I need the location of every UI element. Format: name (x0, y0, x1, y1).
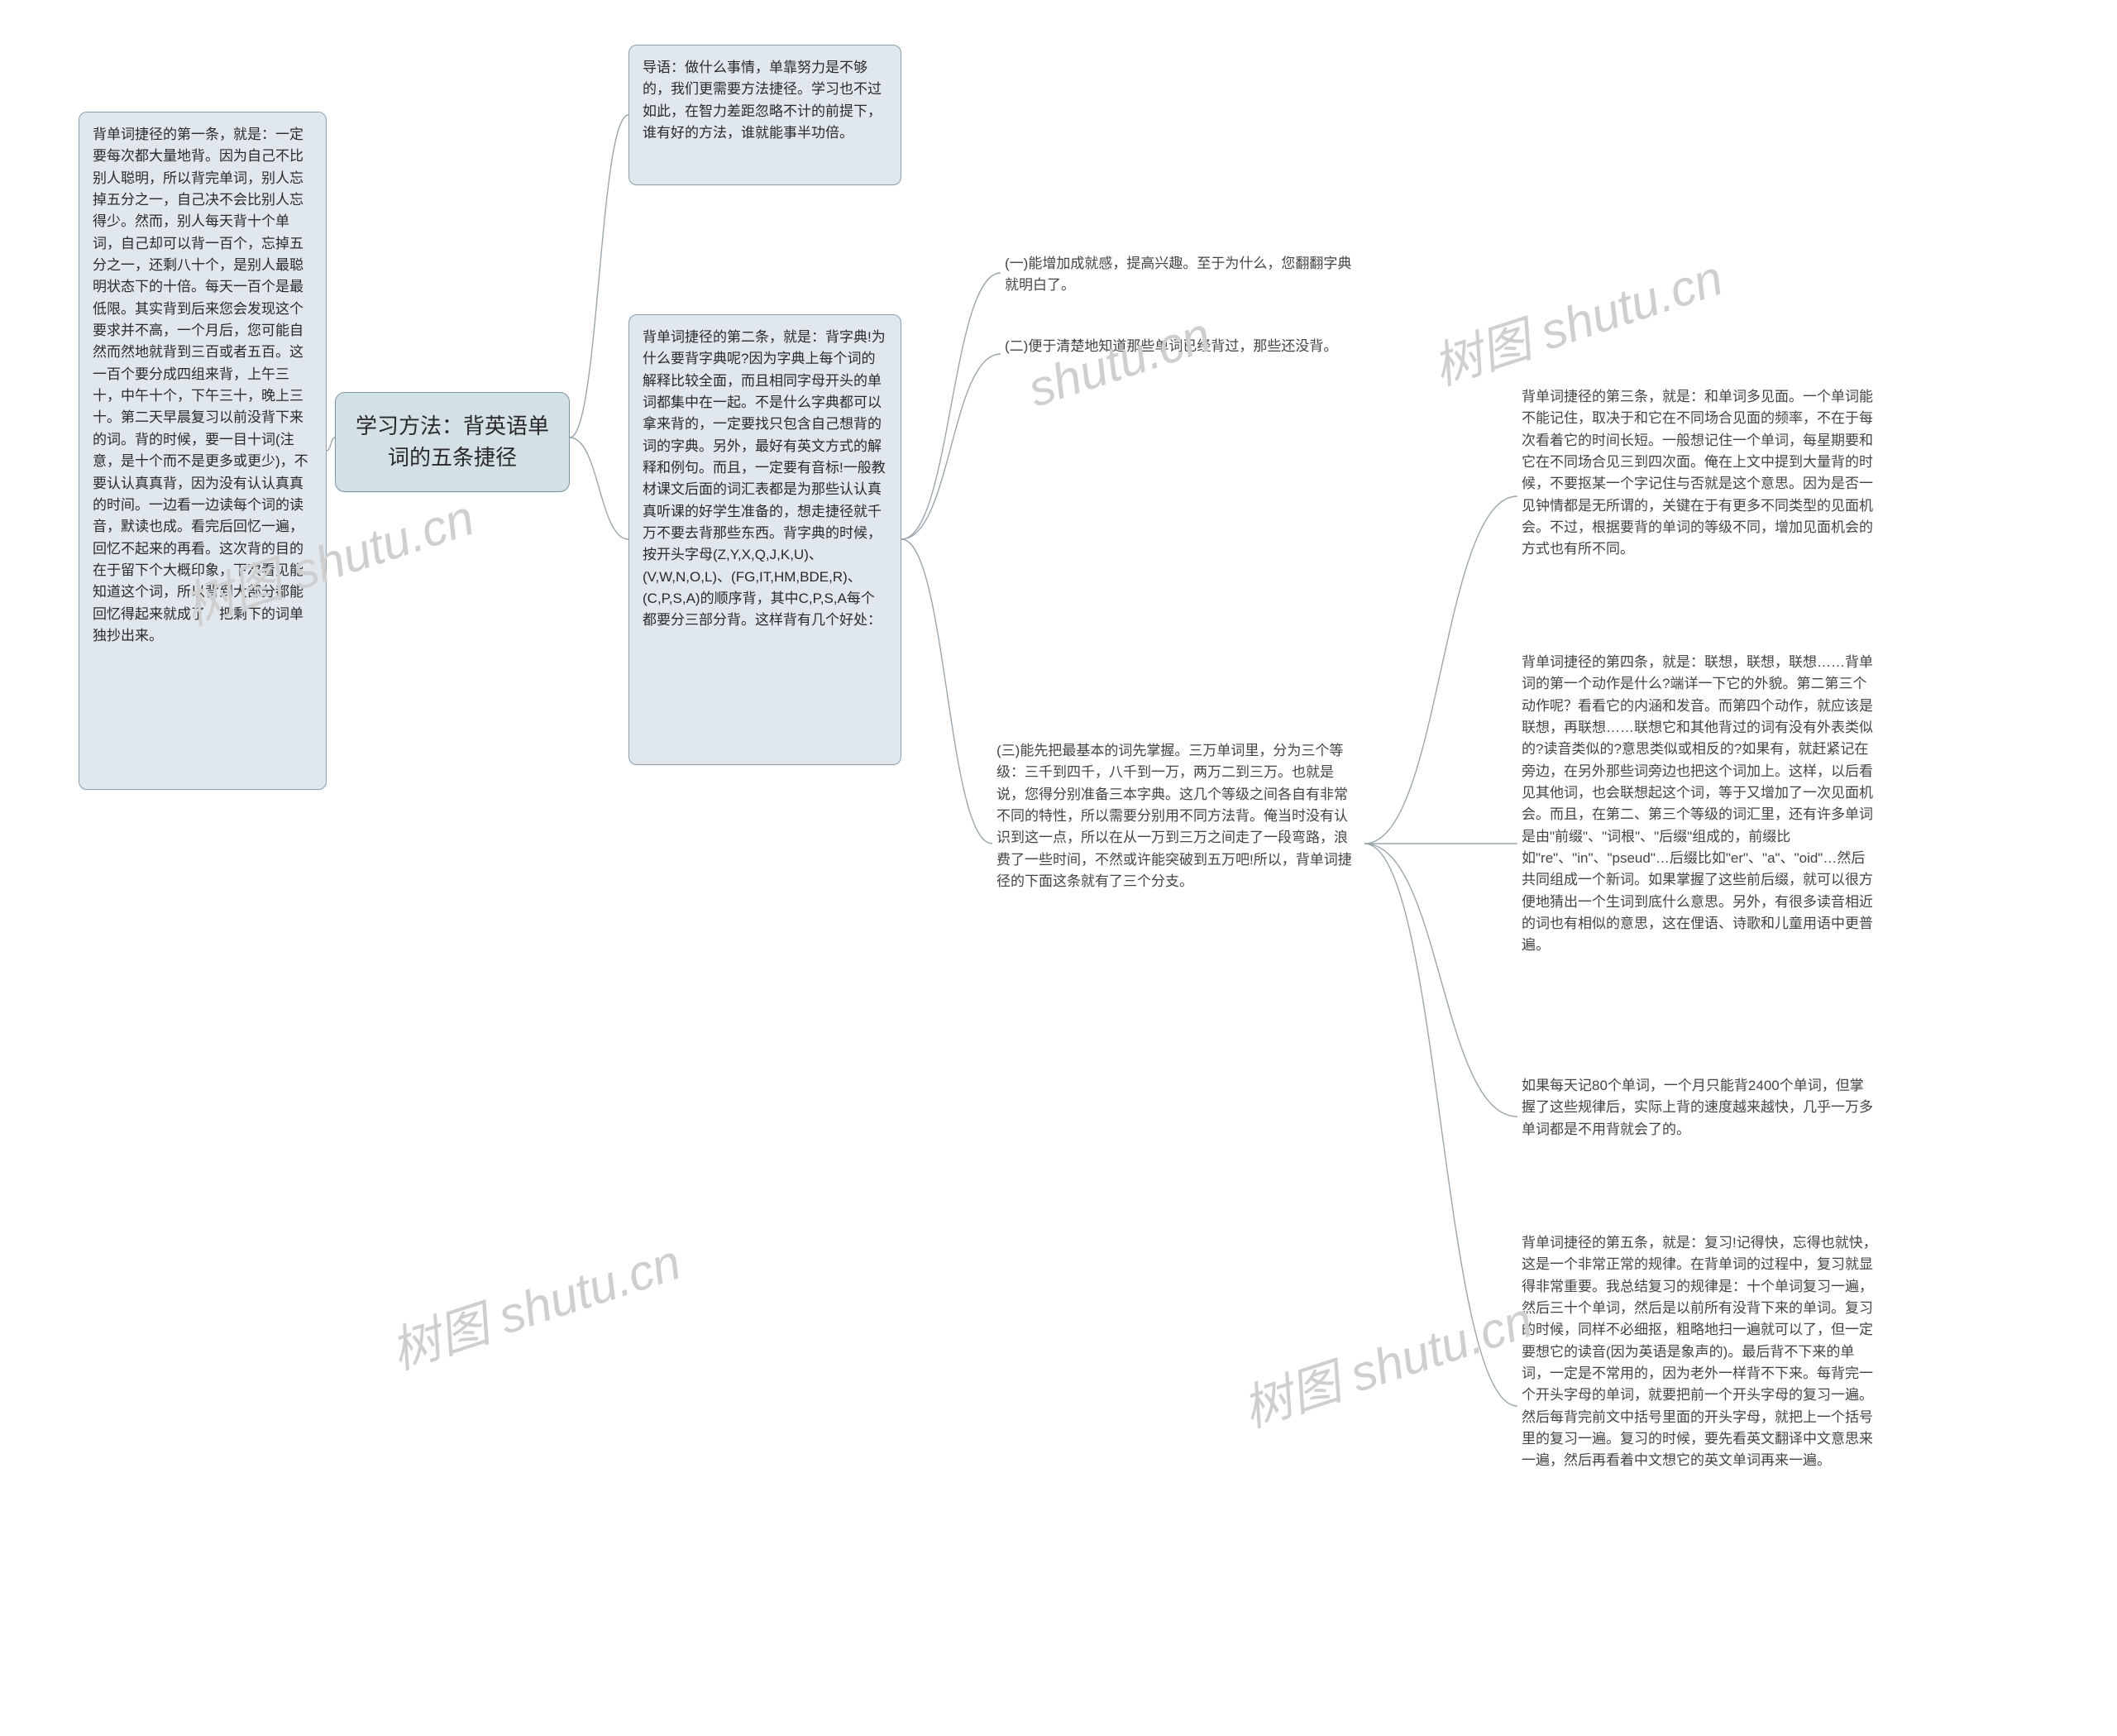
node-intro-text: 导语：做什么事情，单靠努力是不够的，我们更需要方法捷径。学习也不过如此，在智力差… (643, 60, 882, 141)
watermark: 树图 shutu.cn (1422, 238, 1731, 399)
node-rule4b-text: 如果每天记80个单词，一个月只能背2400个单词，但掌握了这些规律后，实际上背的… (1522, 1078, 1873, 1137)
node-rule2: 背单词捷径的第二条，就是：背字典!为什么要背字典呢?因为字典上每个词的解释比较全… (628, 314, 901, 765)
root-node: 学习方法：背英语单词的五条捷径 (335, 392, 570, 492)
mindmap-canvas: 学习方法：背英语单词的五条捷径 背单词捷径的第一条，就是：一定要每次都大量地背。… (0, 0, 2117, 1736)
node-rule4: 背单词捷径的第四条，就是：联想，联想，联想……背单词的第一个动作是什么?端详一下… (1522, 652, 1877, 957)
node-intro: 导语：做什么事情，单靠努力是不够的，我们更需要方法捷径。学习也不过如此，在智力差… (628, 45, 901, 185)
node-sub3-text: (三)能先把最基本的词先掌握。三万单词里，分为三个等级：三千到四千，八千到一万，… (996, 743, 1352, 889)
node-rule1: 背单词捷径的第一条，就是：一定要每次都大量地背。因为自己不比别人聪明，所以背完单… (79, 112, 327, 790)
node-sub2-text: (二)便于清楚地知道那些单词已经背过，那些还没背。 (1005, 338, 1337, 354)
node-rule2-text: 背单词捷径的第二条，就是：背字典!为什么要背字典呢?因为字典上每个词的解释比较全… (643, 329, 886, 628)
node-rule3: 背单词捷径的第三条，就是：和单词多见面。一个单词能不能记住，取决于和它在不同场合… (1522, 386, 1877, 561)
node-rule4b: 如果每天记80个单词，一个月只能背2400个单词，但掌握了这些规律后，实际上背的… (1522, 1075, 1877, 1141)
node-rule4-text: 背单词捷径的第四条，就是：联想，联想，联想……背单词的第一个动作是什么?端详一下… (1522, 654, 1873, 953)
watermark: 树图 shutu.cn (1232, 1280, 1541, 1442)
node-rule3-text: 背单词捷径的第三条，就是：和单词多见面。一个单词能不能记住，取决于和它在不同场合… (1522, 389, 1873, 557)
node-rule1-text: 背单词捷径的第一条，就是：一定要每次都大量地背。因为自己不比别人聪明，所以背完单… (93, 127, 308, 643)
root-title: 学习方法：背英语单词的五条捷径 (356, 414, 549, 470)
node-sub2: (二)便于清楚地知道那些单词已经背过，那些还没背。 (1005, 336, 1360, 357)
node-rule5: 背单词捷径的第五条，就是：复习!记得快，忘得也就快，这是一个非常正常的规律。在背… (1522, 1232, 1877, 1472)
node-sub1: (一)能增加成就感，提高兴趣。至于为什么，您翻翻字典就明白了。 (1005, 253, 1360, 297)
watermark: shutu.cn (1021, 306, 1217, 418)
node-rule5-text: 背单词捷径的第五条，就是：复习!记得快，忘得也就快，这是一个非常正常的规律。在背… (1522, 1235, 1877, 1468)
node-sub3: (三)能先把最基本的词先掌握。三万单词里，分为三个等级：三千到四千，八千到一万，… (996, 740, 1360, 892)
watermark: 树图 shutu.cn (380, 1222, 689, 1384)
node-sub1-text: (一)能增加成就感，提高兴趣。至于为什么，您翻翻字典就明白了。 (1005, 256, 1351, 293)
